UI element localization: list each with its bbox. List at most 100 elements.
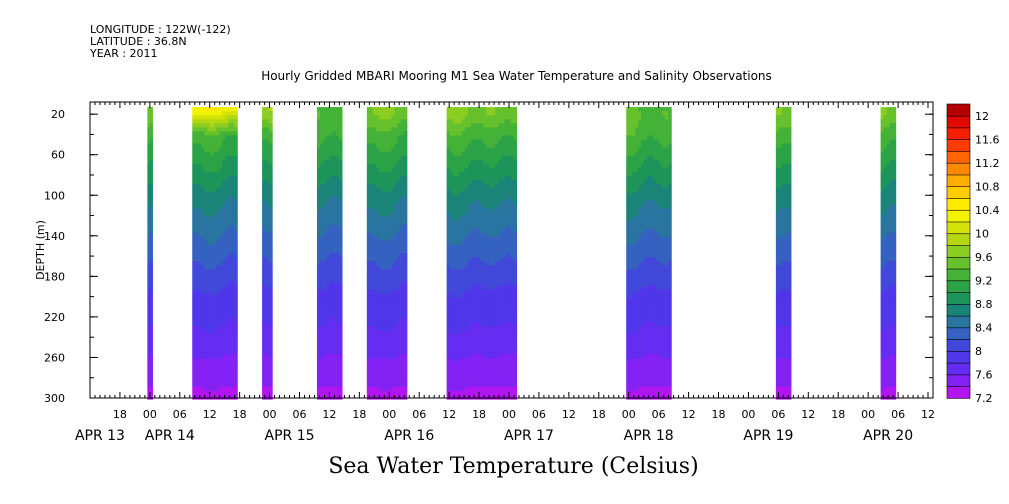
data-cell (379, 317, 383, 323)
data-cell (338, 155, 343, 161)
data-cell (316, 394, 321, 400)
data-cell (385, 119, 389, 124)
data-cell (489, 232, 493, 238)
data-cell (201, 204, 205, 210)
data-cell (320, 326, 324, 331)
data-cell (400, 257, 405, 262)
data-cell (369, 167, 374, 173)
data-cell (403, 269, 408, 274)
data-cell (492, 248, 496, 254)
data-cell (403, 261, 408, 266)
data-cell (219, 244, 223, 250)
data-cell (632, 321, 636, 327)
data-cell (467, 330, 472, 335)
data-cell (626, 228, 630, 234)
data-cell (338, 366, 343, 372)
data-cell (265, 309, 270, 315)
data-cell (192, 192, 196, 197)
data-cell (265, 289, 270, 295)
data-cell (228, 265, 232, 270)
data-cell (228, 261, 232, 266)
data-cell (210, 143, 214, 149)
data-cell (366, 277, 371, 283)
data-cell (329, 180, 334, 185)
data-cell (629, 390, 633, 396)
data-cell (638, 281, 642, 287)
data-cell (486, 232, 490, 238)
data-cell (369, 358, 374, 364)
data-cell (513, 167, 518, 173)
data-cell (626, 147, 630, 153)
data-cell (507, 354, 512, 360)
data-cell (265, 265, 270, 270)
data-cell (228, 305, 232, 311)
data-cell (376, 228, 380, 234)
data-cell (147, 139, 151, 145)
data-cell (376, 240, 380, 246)
data-cell (461, 244, 466, 250)
data-cell (461, 350, 466, 356)
data-cell (501, 281, 505, 287)
data-cell (385, 127, 389, 132)
data-cell (210, 366, 214, 372)
data-cell (338, 301, 343, 307)
data-cell (483, 119, 487, 124)
data-cell (495, 342, 499, 347)
data-cell (147, 143, 151, 149)
data-cell (467, 196, 472, 201)
data-cell (335, 342, 340, 347)
data-cell (192, 196, 196, 201)
data-cell (366, 180, 371, 185)
data-cell (391, 115, 396, 120)
data-cell (452, 244, 457, 250)
data-cell (486, 261, 490, 266)
data-cell (225, 119, 229, 124)
data-cell (335, 378, 340, 384)
data-cell (265, 248, 270, 254)
data-cell (498, 285, 502, 291)
data-cell (629, 171, 633, 177)
data-cell (192, 111, 196, 116)
data-cell (449, 358, 454, 364)
data-cell (626, 119, 630, 124)
data-cell (635, 200, 639, 205)
data-cell (366, 244, 371, 250)
data-cell (480, 273, 484, 278)
data-cell (149, 212, 153, 218)
data-cell (198, 374, 202, 380)
data-cell (225, 236, 229, 242)
data-cell (379, 277, 383, 283)
data-cell (510, 277, 515, 283)
data-cell (638, 131, 642, 137)
data-cell (234, 390, 238, 396)
data-cell (388, 248, 392, 254)
data-cell (394, 151, 399, 157)
data-cell (149, 289, 153, 295)
data-cell (234, 317, 238, 323)
data-cell (225, 171, 229, 177)
data-cell (265, 188, 270, 193)
data-cell (234, 131, 238, 137)
data-cell (385, 326, 389, 331)
data-cell (228, 147, 232, 153)
data-cell (329, 188, 334, 193)
data-cell (234, 358, 238, 364)
data-cell (504, 171, 508, 177)
data-cell (504, 123, 508, 128)
data-cell (638, 350, 642, 356)
data-cell (635, 330, 639, 335)
data-cell (228, 277, 232, 283)
data-cell (501, 350, 505, 356)
data-cell (489, 159, 493, 165)
data-cell (641, 147, 645, 153)
data-column-4 (316, 107, 343, 400)
data-cell (455, 192, 460, 197)
data-cell (231, 232, 235, 238)
data-cell (489, 151, 493, 157)
data-cell (641, 123, 645, 128)
data-cell (397, 115, 402, 120)
data-cell (498, 378, 502, 384)
data-cell (483, 228, 487, 234)
data-cell (501, 143, 505, 149)
data-cell (216, 244, 220, 250)
